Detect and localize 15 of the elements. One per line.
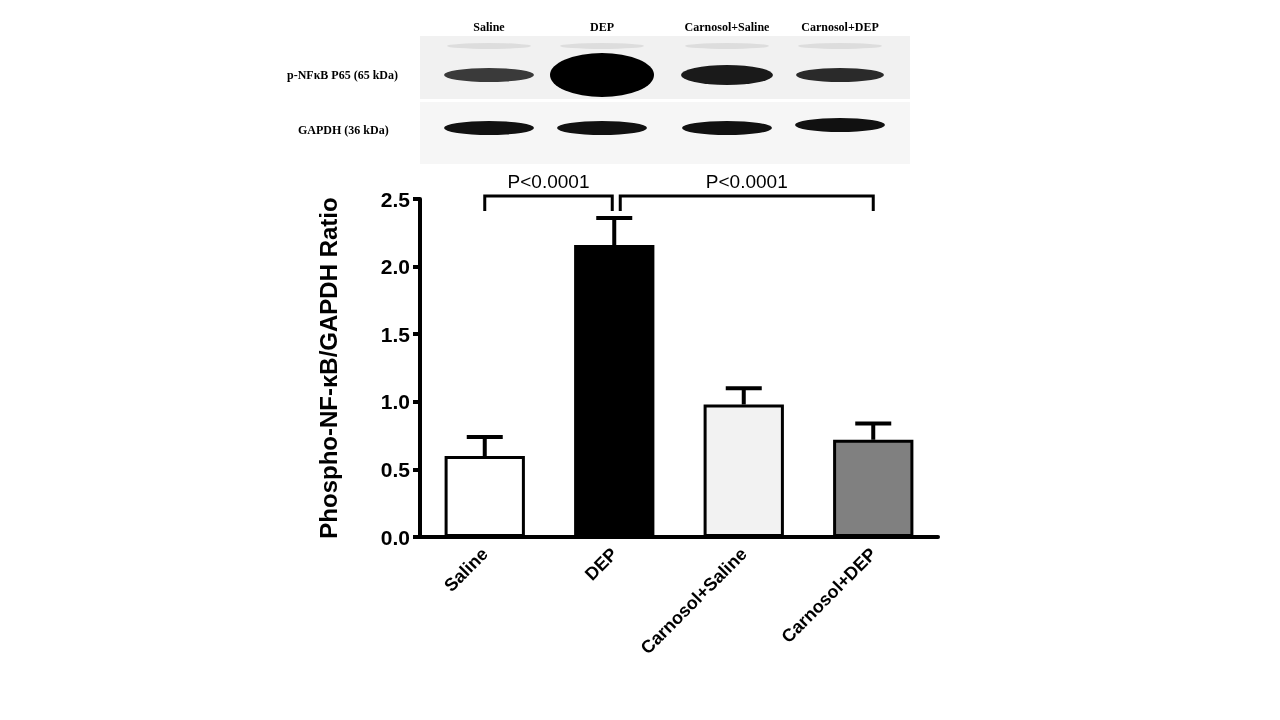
text: P<0.0001 [705, 171, 788, 192]
y-tick-label: 1.0 [380, 390, 410, 414]
y-tick-label: 2.5 [380, 187, 411, 211]
text: p-NFκB P65 (65 kDa) [287, 68, 398, 82]
y-tick-label: 1.5 [380, 322, 411, 346]
y-tick-label: 0.0 [380, 525, 410, 549]
y-tick-label: 2.0 [380, 255, 410, 279]
category-label: Saline [473, 20, 505, 34]
y-tick-label: 0.5 [380, 457, 411, 481]
y-axis-title: Phospho-NF-κB/GAPDH Ratio [314, 197, 342, 539]
text: GAPDH (36 kDa) [298, 123, 389, 137]
category-label: Carnosol+DEP [801, 20, 879, 34]
category-label: Carnosol+Saline [684, 20, 770, 34]
text: P<0.0001 [507, 171, 590, 192]
category-label: DEP [590, 20, 614, 34]
